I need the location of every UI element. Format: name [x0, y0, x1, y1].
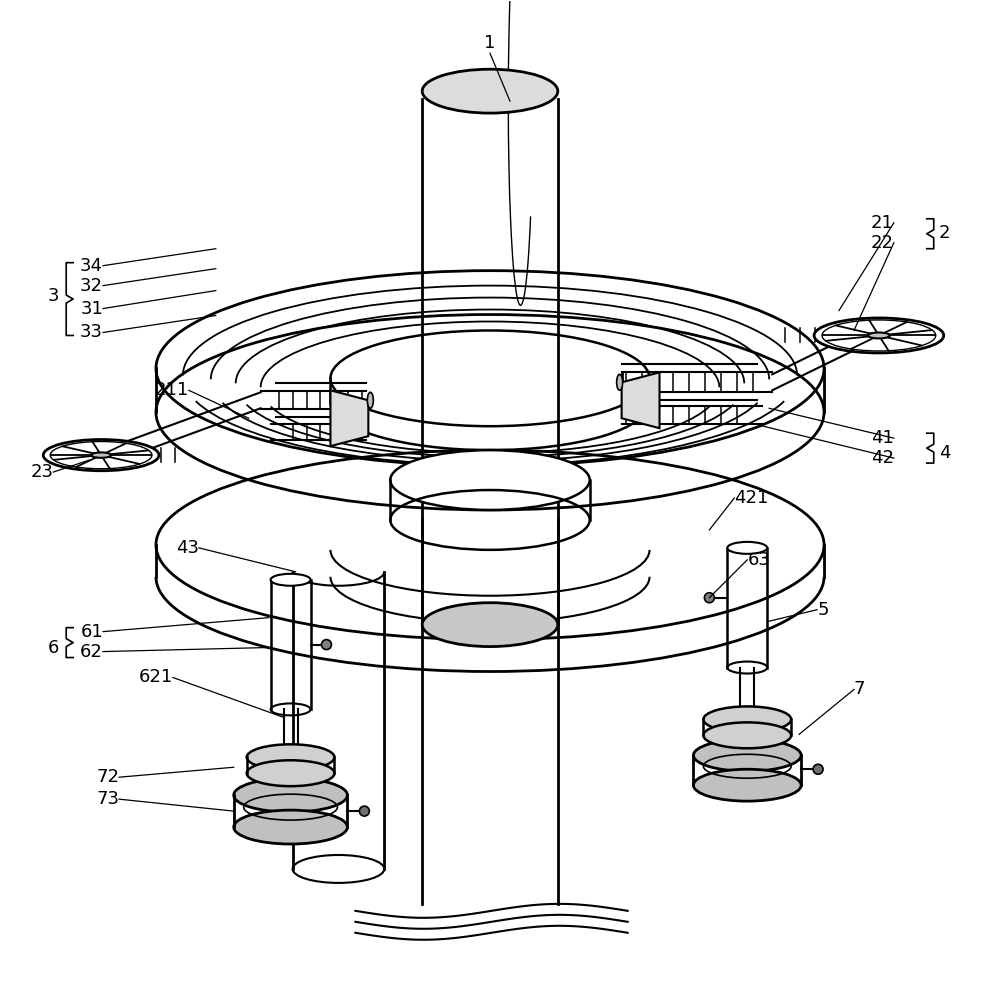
Ellipse shape	[704, 593, 714, 603]
Text: 211: 211	[155, 381, 189, 399]
Ellipse shape	[43, 440, 159, 471]
Ellipse shape	[727, 542, 767, 554]
Text: 6: 6	[48, 639, 59, 657]
Ellipse shape	[703, 722, 791, 748]
Text: 23: 23	[30, 463, 53, 481]
Polygon shape	[622, 372, 659, 428]
Text: 41: 41	[871, 429, 894, 447]
Text: 22: 22	[871, 234, 894, 252]
Ellipse shape	[422, 603, 558, 647]
Text: 621: 621	[138, 668, 173, 686]
Ellipse shape	[390, 450, 590, 510]
Text: 21: 21	[871, 214, 894, 232]
Ellipse shape	[813, 764, 823, 774]
Ellipse shape	[322, 640, 332, 650]
Text: 7: 7	[854, 680, 865, 698]
Ellipse shape	[422, 69, 558, 113]
Text: 63: 63	[748, 551, 770, 569]
Ellipse shape	[694, 769, 801, 801]
Text: 3: 3	[48, 287, 59, 305]
Ellipse shape	[271, 574, 311, 586]
Ellipse shape	[233, 778, 347, 812]
Text: 62: 62	[80, 643, 103, 661]
Text: 43: 43	[176, 539, 199, 557]
Ellipse shape	[703, 706, 791, 732]
Text: 34: 34	[80, 257, 103, 275]
Polygon shape	[331, 390, 368, 446]
Ellipse shape	[246, 760, 335, 786]
Text: 2: 2	[939, 224, 951, 242]
Ellipse shape	[814, 318, 944, 353]
Text: 73: 73	[96, 790, 119, 808]
Ellipse shape	[617, 374, 623, 390]
Text: 32: 32	[80, 277, 103, 295]
Ellipse shape	[868, 333, 890, 338]
Ellipse shape	[246, 744, 335, 770]
Text: 421: 421	[735, 489, 769, 507]
Text: 1: 1	[485, 34, 495, 52]
Ellipse shape	[359, 806, 369, 816]
Ellipse shape	[91, 452, 111, 458]
Ellipse shape	[233, 810, 347, 844]
Text: 5: 5	[817, 601, 829, 619]
Ellipse shape	[694, 739, 801, 771]
Text: 61: 61	[80, 623, 103, 641]
Text: 72: 72	[96, 768, 119, 786]
Ellipse shape	[367, 392, 374, 408]
Text: 33: 33	[80, 323, 103, 341]
Text: 31: 31	[80, 300, 103, 318]
Text: 42: 42	[871, 449, 894, 467]
Text: 4: 4	[939, 444, 951, 462]
